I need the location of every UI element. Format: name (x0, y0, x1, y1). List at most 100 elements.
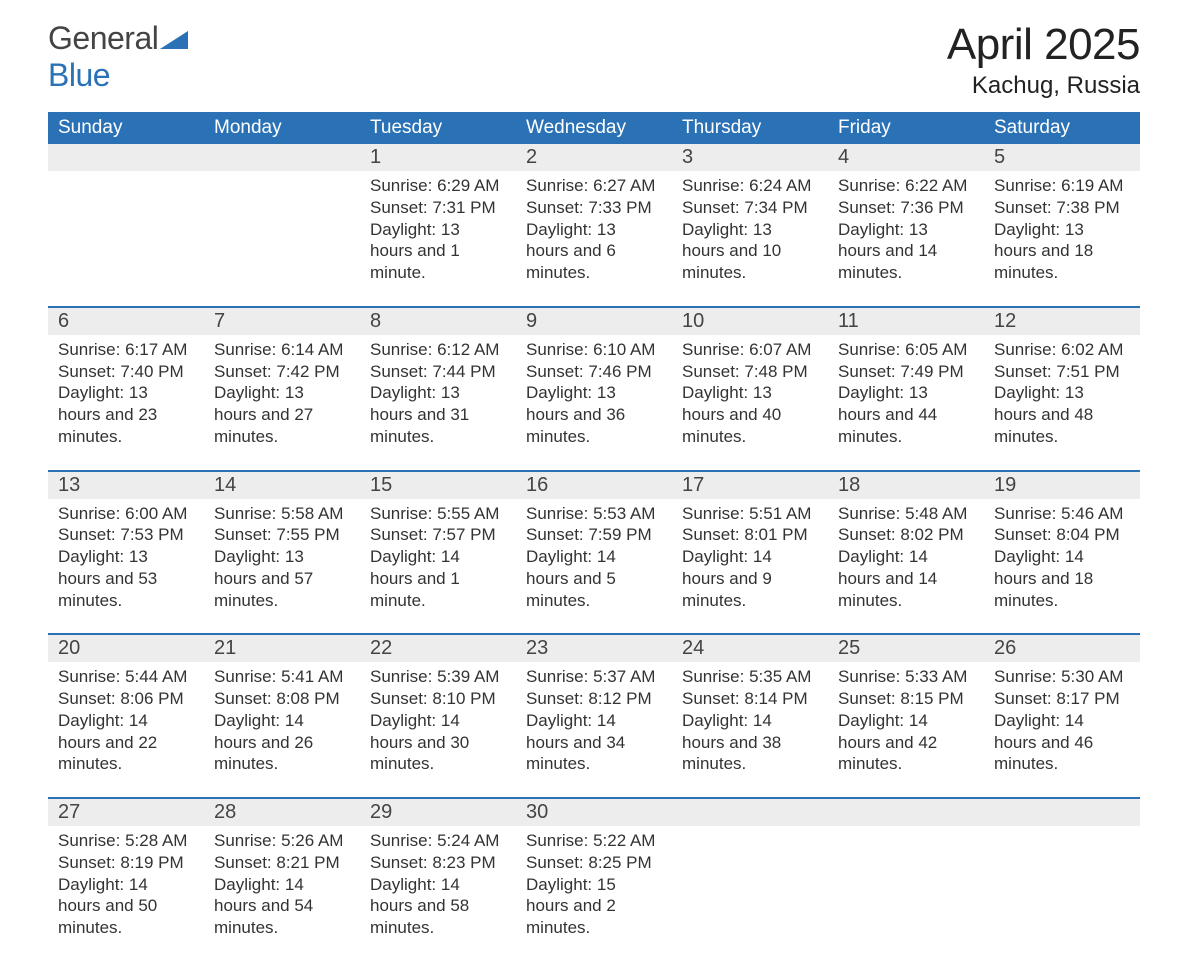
sunrise-text: Sunrise: 6:07 AM (682, 339, 818, 361)
sunset-text: Sunset: 7:34 PM (682, 197, 818, 219)
sunset-text: Sunset: 7:36 PM (838, 197, 974, 219)
week-row: 27Sunrise: 5:28 AMSunset: 8:19 PMDayligh… (48, 797, 1140, 939)
daylight-text: Daylight: 13 hours and 31 minutes. (370, 382, 506, 447)
sunrise-text: Sunrise: 5:58 AM (214, 503, 350, 525)
day-cell: 3Sunrise: 6:24 AMSunset: 7:34 PMDaylight… (672, 144, 828, 284)
daylight-text: Daylight: 13 hours and 27 minutes. (214, 382, 350, 447)
day-body (828, 826, 984, 926)
sunrise-text: Sunrise: 6:22 AM (838, 175, 974, 197)
sunrise-text: Sunrise: 6:19 AM (994, 175, 1130, 197)
month-title: April 2025 (947, 20, 1140, 70)
day-body: Sunrise: 6:02 AMSunset: 7:51 PMDaylight:… (984, 335, 1140, 448)
sunrise-text: Sunrise: 5:26 AM (214, 830, 350, 852)
sunrise-text: Sunrise: 5:28 AM (58, 830, 194, 852)
day-number: 23 (516, 635, 672, 662)
day-body: Sunrise: 5:33 AMSunset: 8:15 PMDaylight:… (828, 662, 984, 775)
day-body (984, 826, 1140, 926)
day-body: Sunrise: 5:28 AMSunset: 8:19 PMDaylight:… (48, 826, 204, 939)
day-number (984, 799, 1140, 826)
daylight-text: Daylight: 14 hours and 38 minutes. (682, 710, 818, 775)
sunrise-text: Sunrise: 6:27 AM (526, 175, 662, 197)
daylight-text: Daylight: 14 hours and 1 minute. (370, 546, 506, 611)
daylight-text: Daylight: 14 hours and 22 minutes. (58, 710, 194, 775)
day-body: Sunrise: 6:07 AMSunset: 7:48 PMDaylight:… (672, 335, 828, 448)
day-number: 17 (672, 472, 828, 499)
week-row: 6Sunrise: 6:17 AMSunset: 7:40 PMDaylight… (48, 306, 1140, 448)
day-cell: 15Sunrise: 5:55 AMSunset: 7:57 PMDayligh… (360, 472, 516, 612)
sunrise-text: Sunrise: 5:22 AM (526, 830, 662, 852)
dow-thursday: Thursday (672, 112, 828, 144)
day-number: 27 (48, 799, 204, 826)
day-body: Sunrise: 6:14 AMSunset: 7:42 PMDaylight:… (204, 335, 360, 448)
logo-text: General Blue (48, 20, 188, 94)
sunset-text: Sunset: 8:25 PM (526, 852, 662, 874)
day-cell: 22Sunrise: 5:39 AMSunset: 8:10 PMDayligh… (360, 635, 516, 775)
day-number (672, 799, 828, 826)
day-number: 18 (828, 472, 984, 499)
dow-monday: Monday (204, 112, 360, 144)
day-body: Sunrise: 6:10 AMSunset: 7:46 PMDaylight:… (516, 335, 672, 448)
sunrise-text: Sunrise: 5:46 AM (994, 503, 1130, 525)
day-number: 30 (516, 799, 672, 826)
sunset-text: Sunset: 8:15 PM (838, 688, 974, 710)
day-cell: 17Sunrise: 5:51 AMSunset: 8:01 PMDayligh… (672, 472, 828, 612)
title-block: April 2025 Kachug, Russia (947, 20, 1140, 100)
sunrise-text: Sunrise: 5:39 AM (370, 666, 506, 688)
dow-tuesday: Tuesday (360, 112, 516, 144)
day-number: 11 (828, 308, 984, 335)
logo: General Blue (48, 20, 188, 94)
daylight-text: Daylight: 13 hours and 44 minutes. (838, 382, 974, 447)
day-number: 26 (984, 635, 1140, 662)
day-cell: 1Sunrise: 6:29 AMSunset: 7:31 PMDaylight… (360, 144, 516, 284)
weeks-container: 1Sunrise: 6:29 AMSunset: 7:31 PMDaylight… (48, 144, 1140, 939)
sunrise-text: Sunrise: 6:05 AM (838, 339, 974, 361)
sunrise-text: Sunrise: 5:24 AM (370, 830, 506, 852)
sunrise-text: Sunrise: 5:33 AM (838, 666, 974, 688)
daylight-text: Daylight: 15 hours and 2 minutes. (526, 874, 662, 939)
day-body: Sunrise: 5:37 AMSunset: 8:12 PMDaylight:… (516, 662, 672, 775)
day-number: 28 (204, 799, 360, 826)
week-row: 13Sunrise: 6:00 AMSunset: 7:53 PMDayligh… (48, 470, 1140, 612)
week-row: 20Sunrise: 5:44 AMSunset: 8:06 PMDayligh… (48, 633, 1140, 775)
day-number: 1 (360, 144, 516, 171)
daylight-text: Daylight: 14 hours and 58 minutes. (370, 874, 506, 939)
sunrise-text: Sunrise: 5:44 AM (58, 666, 194, 688)
day-body: Sunrise: 5:44 AMSunset: 8:06 PMDaylight:… (48, 662, 204, 775)
sunset-text: Sunset: 7:59 PM (526, 524, 662, 546)
day-cell: 19Sunrise: 5:46 AMSunset: 8:04 PMDayligh… (984, 472, 1140, 612)
daylight-text: Daylight: 13 hours and 1 minute. (370, 219, 506, 284)
day-cell: 5Sunrise: 6:19 AMSunset: 7:38 PMDaylight… (984, 144, 1140, 284)
day-number: 5 (984, 144, 1140, 171)
sunset-text: Sunset: 7:44 PM (370, 361, 506, 383)
day-number: 21 (204, 635, 360, 662)
daylight-text: Daylight: 13 hours and 57 minutes. (214, 546, 350, 611)
day-cell: 6Sunrise: 6:17 AMSunset: 7:40 PMDaylight… (48, 308, 204, 448)
daylight-text: Daylight: 13 hours and 40 minutes. (682, 382, 818, 447)
daylight-text: Daylight: 14 hours and 50 minutes. (58, 874, 194, 939)
sunrise-text: Sunrise: 6:14 AM (214, 339, 350, 361)
day-body: Sunrise: 6:12 AMSunset: 7:44 PMDaylight:… (360, 335, 516, 448)
sunset-text: Sunset: 8:14 PM (682, 688, 818, 710)
day-cell: 24Sunrise: 5:35 AMSunset: 8:14 PMDayligh… (672, 635, 828, 775)
day-body (204, 171, 360, 271)
daylight-text: Daylight: 14 hours and 46 minutes. (994, 710, 1130, 775)
daylight-text: Daylight: 13 hours and 36 minutes. (526, 382, 662, 447)
day-body: Sunrise: 6:29 AMSunset: 7:31 PMDaylight:… (360, 171, 516, 284)
day-number: 14 (204, 472, 360, 499)
day-cell: 8Sunrise: 6:12 AMSunset: 7:44 PMDaylight… (360, 308, 516, 448)
sunset-text: Sunset: 8:21 PM (214, 852, 350, 874)
day-cell: 12Sunrise: 6:02 AMSunset: 7:51 PMDayligh… (984, 308, 1140, 448)
day-body: Sunrise: 5:30 AMSunset: 8:17 PMDaylight:… (984, 662, 1140, 775)
sunset-text: Sunset: 7:33 PM (526, 197, 662, 219)
day-body: Sunrise: 6:17 AMSunset: 7:40 PMDaylight:… (48, 335, 204, 448)
logo-flag-icon (160, 27, 188, 54)
sunset-text: Sunset: 7:46 PM (526, 361, 662, 383)
day-number: 2 (516, 144, 672, 171)
daylight-text: Daylight: 13 hours and 10 minutes. (682, 219, 818, 284)
dow-sunday: Sunday (48, 112, 204, 144)
day-body: Sunrise: 5:39 AMSunset: 8:10 PMDaylight:… (360, 662, 516, 775)
day-cell: 20Sunrise: 5:44 AMSunset: 8:06 PMDayligh… (48, 635, 204, 775)
sunrise-text: Sunrise: 5:35 AM (682, 666, 818, 688)
day-body: Sunrise: 5:53 AMSunset: 7:59 PMDaylight:… (516, 499, 672, 612)
sunset-text: Sunset: 7:40 PM (58, 361, 194, 383)
